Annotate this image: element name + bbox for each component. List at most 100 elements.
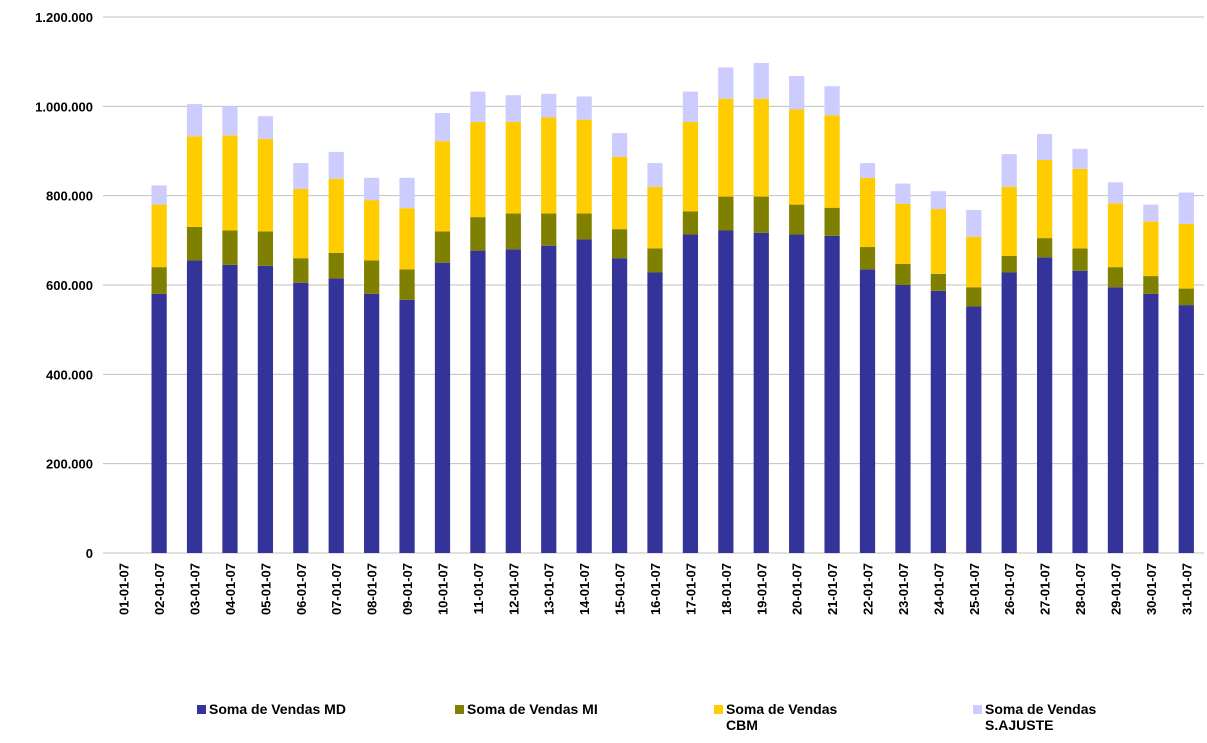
bar-segment	[151, 293, 167, 553]
bar-segment	[1143, 276, 1159, 294]
bar-segment	[505, 121, 521, 214]
x-tick-label: 25-01-07	[967, 563, 982, 615]
legend-swatch	[714, 705, 723, 714]
bar-segment	[824, 207, 840, 236]
bar-segment	[966, 236, 982, 288]
bar-segment	[1072, 248, 1088, 271]
x-tick-label: 05-01-07	[258, 563, 273, 615]
bar-segment	[434, 231, 451, 263]
bar-segment	[399, 177, 415, 209]
bar-segment	[718, 230, 734, 554]
bar-segment	[328, 278, 344, 553]
bar-segment	[1143, 221, 1159, 277]
bar-segment	[647, 186, 663, 249]
bar-segment	[1036, 257, 1053, 553]
x-tick-label: 12-01-07	[506, 563, 521, 615]
bar-segment	[505, 249, 521, 553]
bar-segment	[328, 178, 344, 253]
bar-segment	[895, 203, 911, 265]
bar-segment	[576, 239, 592, 553]
bar-segment	[1001, 255, 1017, 273]
legend-swatch	[455, 705, 464, 714]
legend-item: Soma de Vendas MD	[197, 701, 349, 717]
bar-segment	[399, 269, 415, 300]
y-tick-label: 1.000.000	[35, 99, 93, 114]
x-tick-label: 07-01-07	[329, 563, 344, 615]
bar-segment	[576, 119, 592, 214]
bar-segment	[222, 230, 238, 265]
bar-segment	[1001, 154, 1017, 187]
legend-item: Soma de Vendas CBM	[714, 701, 866, 733]
bar-segment	[789, 109, 805, 205]
bar-segment	[647, 163, 663, 187]
bar-segment	[541, 213, 557, 246]
bar-segment	[151, 204, 167, 268]
bar-segment	[222, 106, 238, 136]
x-tick-label: 04-01-07	[223, 563, 238, 615]
legend-item: Soma de Vendas S.AJUSTE	[973, 701, 1125, 733]
bar-segment	[576, 96, 592, 120]
bar-segment	[470, 217, 486, 251]
bar-segment	[1178, 305, 1194, 553]
bar-segment	[647, 272, 663, 553]
bar-segment	[470, 250, 486, 553]
bar-segment	[930, 290, 946, 553]
bar-segment	[470, 91, 486, 122]
x-tick-label: 22-01-07	[861, 563, 876, 615]
bar-segment	[541, 93, 557, 118]
bar-segment	[718, 196, 734, 231]
bar-segment	[647, 248, 663, 273]
bar-segment	[753, 232, 769, 554]
bar-segment	[682, 121, 699, 212]
y-tick-label: 400.000	[46, 367, 93, 382]
bar-segment	[718, 67, 734, 99]
bar-segment	[1178, 223, 1194, 289]
x-tick-label: 14-01-07	[577, 563, 592, 615]
bar-segment	[966, 209, 982, 237]
bar-segment	[930, 273, 946, 291]
y-tick-label: 600.000	[46, 278, 93, 293]
bar-segment	[895, 285, 911, 553]
bar-segment	[930, 209, 946, 274]
bar-segment	[293, 188, 309, 259]
bar-segment	[364, 200, 380, 261]
bar-segment	[434, 113, 451, 142]
legend-label: Soma de Vendas MI	[467, 701, 598, 717]
bar-segment	[293, 282, 309, 553]
x-tick-label: 23-01-07	[896, 563, 911, 615]
bar-segment	[1178, 192, 1194, 224]
bar-segment	[966, 306, 982, 553]
bar-segment	[399, 299, 415, 553]
x-tick-label: 30-01-07	[1144, 563, 1159, 615]
legend-label: Soma de Vendas S.AJUSTE	[985, 701, 1097, 733]
y-tick-label: 800.000	[46, 189, 93, 204]
x-tick-label: 18-01-07	[719, 563, 734, 615]
bar-segment	[1107, 287, 1124, 553]
bar-segment	[434, 141, 451, 232]
x-tick-label: 09-01-07	[400, 563, 415, 615]
bar-segment	[399, 208, 415, 270]
legend-swatch	[973, 705, 982, 714]
x-tick-label: 16-01-07	[648, 563, 663, 615]
y-tick-label: 1.200.000	[35, 10, 93, 25]
bar-segment	[718, 98, 734, 197]
bar-segment	[186, 136, 203, 227]
bar-segment	[257, 116, 274, 139]
x-tick-label: 11-01-07	[471, 563, 486, 614]
x-tick-label: 02-01-07	[152, 563, 167, 615]
x-tick-label: 06-01-07	[294, 563, 309, 615]
x-tick-label: 26-01-07	[1002, 563, 1017, 615]
x-tick-label: 03-01-07	[188, 563, 203, 615]
bar-segment	[1107, 182, 1124, 204]
bar-segment	[434, 262, 451, 553]
x-tick-label: 10-01-07	[435, 563, 450, 615]
x-tick-label: 17-01-07	[683, 563, 698, 615]
bar-segment	[257, 231, 274, 266]
bar-segment	[1107, 203, 1124, 268]
x-tick-label: 15-01-07	[613, 563, 628, 615]
bar-segment	[824, 86, 840, 116]
bar-segment	[1143, 293, 1159, 553]
bar-segment	[682, 211, 699, 235]
bar-segment	[611, 133, 628, 157]
bar-segment	[1036, 238, 1053, 258]
